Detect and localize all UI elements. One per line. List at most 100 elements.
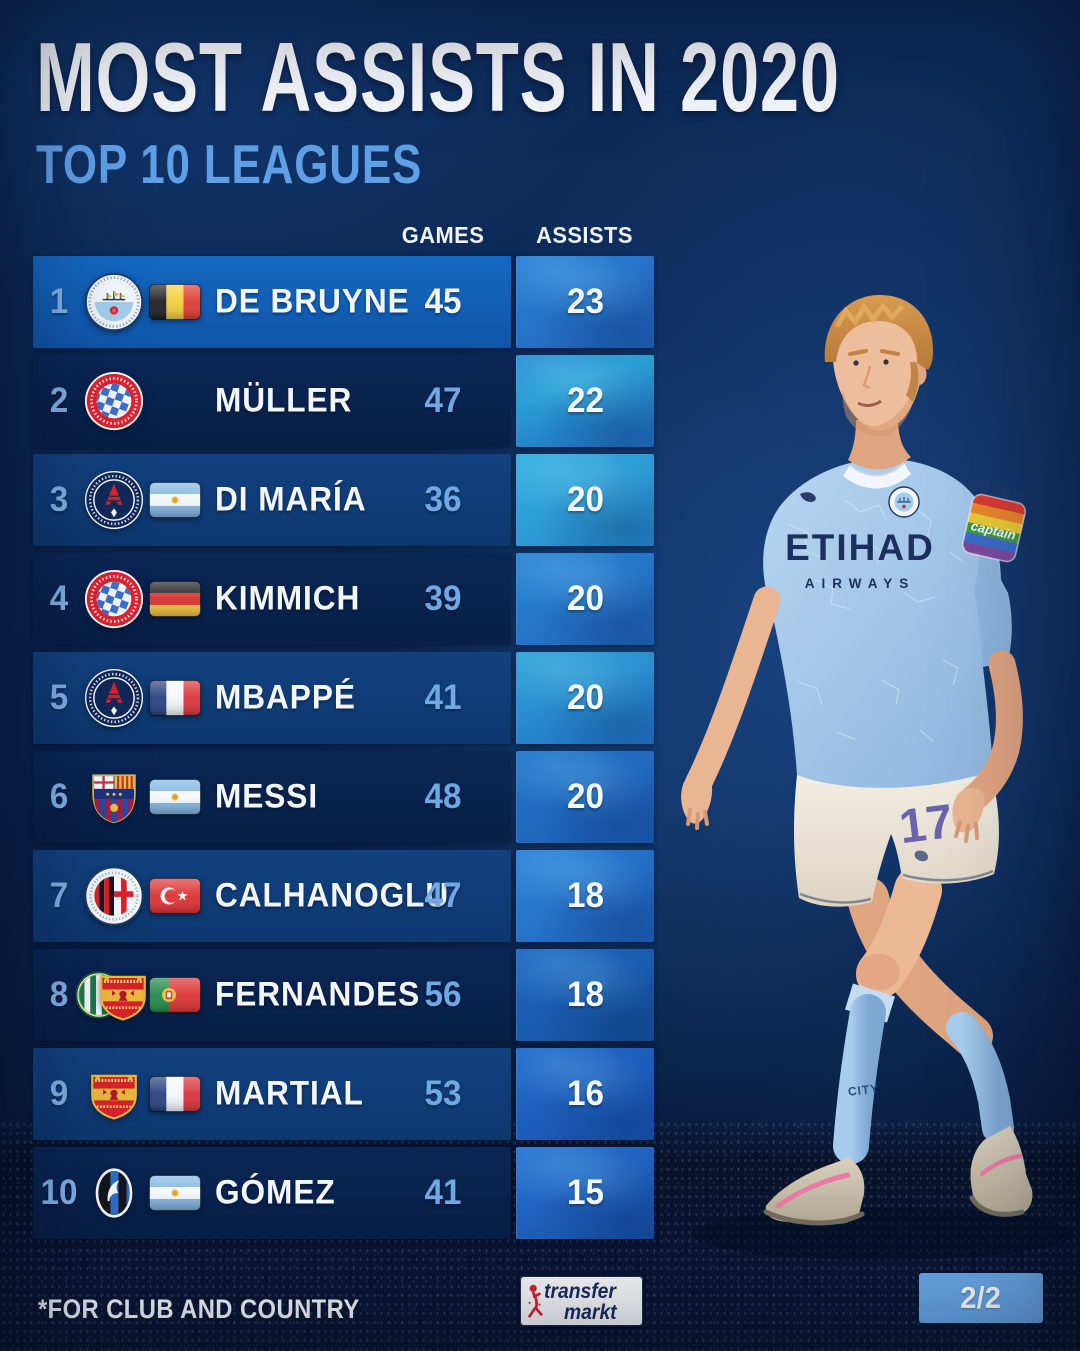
assists-value: 16 (567, 1074, 604, 1113)
club-badge-ac-milan (84, 866, 144, 926)
table-row: 5 MBAPPÉ 41 20 (33, 652, 655, 744)
assists-cell: 23 (516, 256, 654, 348)
games-value: 36 (424, 480, 462, 519)
player-name: GÓMEZ (215, 1173, 336, 1212)
table-rows: 1 DE BRUYNE 45 23 2 MÜLLER 47 22 3 DI MARÍA 36 20 4 K… (33, 256, 655, 1239)
flag-france (149, 1076, 201, 1112)
puma-icon (914, 850, 929, 862)
rank: 10 (40, 1173, 78, 1212)
club-badge-barcelona (85, 767, 143, 827)
row-band: 2 MÜLLER 47 (33, 355, 511, 447)
flag-france (149, 680, 201, 716)
table-row: 1 DE BRUYNE 45 23 (33, 256, 655, 348)
head (824, 294, 934, 470)
player-photo-de-bruyne: CITY 17 (681, 294, 1072, 1260)
shirt-sponsor: ETIHAD (785, 527, 935, 568)
club-badge-psg (84, 668, 144, 728)
club-badges (83, 271, 145, 333)
brand-line-1: transfer (544, 1280, 616, 1303)
puma-icon (800, 492, 816, 502)
right-arm (681, 586, 781, 830)
sock-text: CITY (847, 1081, 880, 1099)
footnote: *FOR CLUB AND COUNTRY (38, 1294, 360, 1324)
assists-cell: 15 (516, 1147, 654, 1239)
table-row: 4 KIMMICH 39 20 (33, 553, 655, 645)
table-row: 8 FERNANDES 56 18 (33, 949, 655, 1041)
flag-argentina (149, 482, 201, 518)
table-row: 2 MÜLLER 47 22 (33, 355, 655, 447)
rank: 6 (49, 777, 69, 816)
club-badges (83, 865, 145, 927)
row-band: 9 MARTIAL 53 (33, 1048, 511, 1140)
player-name: FERNANDES (215, 975, 421, 1014)
assists-value: 20 (567, 777, 604, 816)
club-crest-icon (888, 486, 920, 518)
club-badge-atalanta (94, 1167, 134, 1219)
rank: 8 (49, 975, 69, 1014)
assists-value: 18 (567, 876, 604, 915)
rank: 3 (49, 480, 69, 519)
row-band: 10 GÓMEZ 41 (33, 1147, 511, 1239)
assists-value: 18 (567, 975, 604, 1014)
player-name: MÜLLER (215, 381, 353, 420)
games-value: 39 (424, 579, 462, 618)
club-badges (83, 766, 145, 828)
captain-armband: captain (961, 493, 1027, 563)
games-value: 56 (424, 975, 462, 1014)
assists-cell: 20 (516, 553, 654, 645)
page-indicator-badge: 2/2 (919, 1273, 1043, 1323)
rank: 4 (49, 579, 69, 618)
assists-value: 22 (567, 381, 604, 420)
games-value: 47 (424, 381, 462, 420)
table-row: 6 MESSI 48 20 (33, 751, 655, 843)
swoosh-icon (775, 1172, 851, 1209)
row-band: 6 MESSI 48 (33, 751, 511, 843)
club-badges (83, 568, 145, 630)
assists-cell: 20 (516, 652, 654, 744)
club-badge-man-utd (94, 965, 152, 1025)
rank: 9 (49, 1074, 69, 1113)
left-arm (952, 650, 1023, 843)
player-name: DE BRUYNE (215, 282, 410, 321)
club-badge-man-utd (85, 1064, 143, 1124)
back-boot (970, 1126, 1033, 1215)
rank: 1 (49, 282, 69, 321)
column-header-assists: ASSISTS (536, 222, 633, 248)
row-band: 1 DE BRUYNE 45 (33, 256, 511, 348)
table-row: 9 MARTIAL 53 16 (33, 1048, 655, 1140)
club-badges (83, 469, 145, 531)
assists-table: GAMES ASSISTS 1 DE BRUYNE 45 23 2 MÜLLER 47 22 3… (33, 218, 655, 1246)
row-band: 4 KIMMICH 39 (33, 553, 511, 645)
row-band: 8 FERNANDES 56 (33, 949, 511, 1041)
swoosh-icon (979, 1153, 1023, 1177)
assists-cell: 20 (516, 454, 654, 546)
front-boot (765, 1158, 865, 1224)
page-indicator: 2/2 (960, 1280, 1002, 1315)
table-row: 10 GÓMEZ 41 15 (33, 1147, 655, 1239)
table-row: 3 DI MARÍA 36 20 (33, 454, 655, 546)
player-name: CALHANOGLU (215, 876, 450, 915)
assists-cell: 18 (516, 850, 654, 942)
flag-germany (149, 581, 201, 617)
club-badge-man-city (84, 272, 144, 332)
table-row: 7 CALHANOGLU 47 18 (33, 850, 655, 942)
club-badges (83, 667, 145, 729)
player-name: DI MARÍA (215, 480, 367, 519)
assists-cell: 16 (516, 1048, 654, 1140)
page-title: MOST ASSISTS IN 2020 (36, 22, 840, 132)
row-band: 3 DI MARÍA 36 (33, 454, 511, 546)
assists-value: 20 (567, 678, 604, 717)
row-band: 5 MBAPPÉ 41 (33, 652, 511, 744)
front-leg: CITY (763, 866, 942, 1226)
rank: 5 (49, 678, 69, 717)
assists-cell: 18 (516, 949, 654, 1041)
page-subtitle: TOP 10 LEAGUES (36, 133, 423, 195)
assists-value: 15 (567, 1173, 604, 1212)
assists-value: 20 (567, 579, 604, 618)
flag-belgium (149, 284, 201, 320)
flag-argentina (149, 1175, 201, 1211)
shorts-number: 17 (896, 795, 955, 854)
games-value: 41 (424, 1173, 462, 1212)
shirt-sponsor-sub: AIRWAYS (805, 576, 916, 591)
